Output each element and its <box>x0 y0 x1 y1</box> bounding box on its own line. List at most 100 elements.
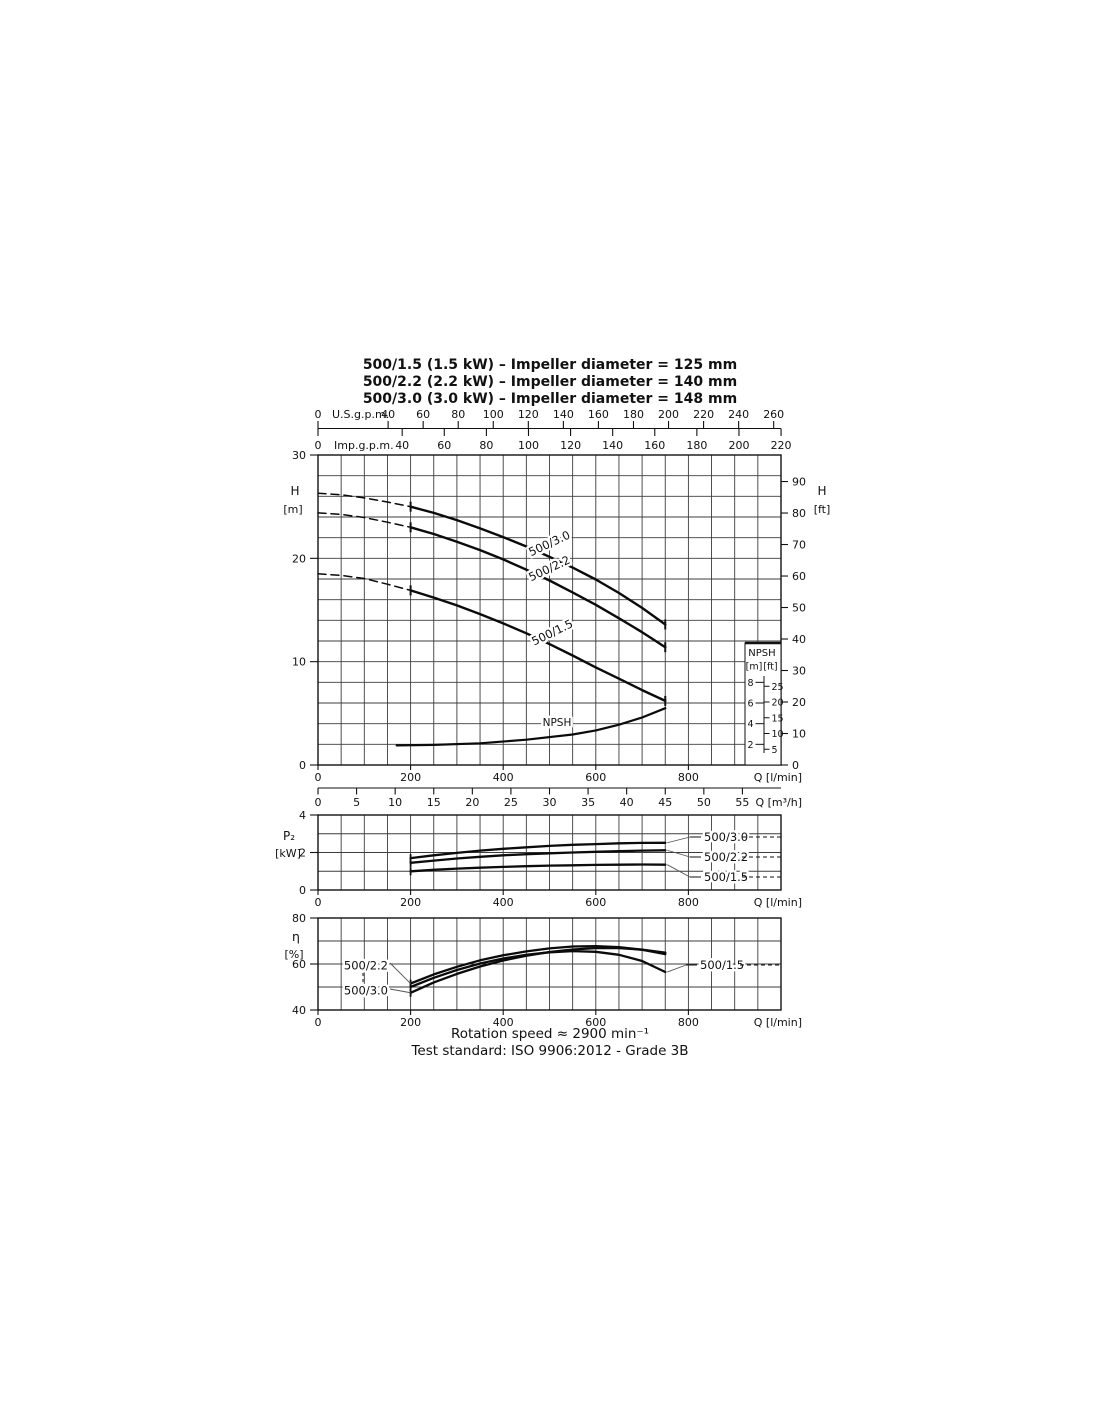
tick-label: 600 <box>585 896 606 909</box>
y-axis-unit: [ft] <box>814 503 831 516</box>
us-gpm-axis-label: U.S.g.p.m. <box>332 408 389 421</box>
power-chart: 0 2 4 P₂ [kW] 500/3.0 500/2.2 500/1.5 <box>275 809 782 897</box>
npsh-unit-m: [m] <box>746 662 763 673</box>
curve-500-2.2-power <box>409 849 667 864</box>
head-x-axis-lmin: 0 200 400 600 800 Q [l/min] <box>315 765 802 784</box>
y-axis-unit: [m] <box>283 503 302 516</box>
tick-label: 200 <box>400 771 421 784</box>
curve-500-1.5-power <box>409 863 667 873</box>
power-y-ticks: 0 2 4 <box>299 809 318 897</box>
tick-label: 800 <box>678 896 699 909</box>
tick-label: 40 <box>292 1004 306 1017</box>
tick-label: 20 <box>292 552 306 565</box>
plot-border <box>317 454 782 766</box>
tick-label: 200 <box>658 408 679 421</box>
tick-label: 25 <box>504 796 518 809</box>
efficiency-y-ticks: 40 60 80 <box>292 912 318 1017</box>
tick-label: 20 <box>465 796 479 809</box>
tick-label: 60 <box>292 958 306 971</box>
tick-label: 30 <box>792 664 806 677</box>
tick-label: 0 <box>792 759 799 772</box>
tick-label: 800 <box>678 771 699 784</box>
series-label-500-1.5: 500/1.5 <box>704 870 748 884</box>
tick-label: 60 <box>437 439 451 452</box>
m3h-axis: 0 5 10 15 20 25 30 35 40 45 50 55 Q [m³/h] <box>315 787 802 809</box>
tick-label: 260 <box>763 408 784 421</box>
top-flow-axes: 0 40 60 80 100 120 140 160 180 200 220 240 260 U.S.g.… <box>315 408 792 452</box>
efficiency-x-axis-lmin: 0 200 400 600 800 Q [l/min] <box>315 1010 802 1029</box>
tick-label: 50 <box>792 601 806 614</box>
series-label-500-1.5: 500/1.5 <box>529 616 575 648</box>
tick-label: 35 <box>581 796 595 809</box>
head-ft-axis: 0 10 20 30 40 50 60 70 80 90 H [ft] <box>781 475 831 772</box>
tick-label: 40 <box>620 796 634 809</box>
tick-label: 240 <box>728 408 749 421</box>
tick-label: 30 <box>543 796 557 809</box>
y-axis-title: η <box>292 929 300 944</box>
tick-label: 45 <box>658 796 672 809</box>
tick-label: 160 <box>588 408 609 421</box>
rotation-speed-note: Rotation speed ≈ 2900 min⁻¹ <box>450 1026 650 1042</box>
tick-label: 10 <box>388 796 402 809</box>
npsh-curve-label: NPSH <box>543 717 572 729</box>
tick-label: 180 <box>686 439 707 452</box>
x-axis-unit: Q [l/min] <box>754 771 802 784</box>
title-line: 500/1.5 (1.5 kW) – Impeller diameter = 1… <box>362 357 738 373</box>
tick-label: 0 <box>299 884 306 897</box>
tick-label: 80 <box>792 507 806 520</box>
x-axis-unit: Q [l/min] <box>754 896 802 909</box>
test-standard-note: Test standard: ISO 9906:2012 - Grade 3B <box>411 1042 689 1059</box>
curve-500-3.0-head <box>409 505 667 626</box>
npsh-inset: NPSH [m] [ft] 2 4 6 8 5 10 15 20 25 <box>744 641 784 766</box>
curve-500-1.5-efficiency <box>409 949 667 989</box>
tick-label: 0 <box>315 439 322 452</box>
tick-label: 4 <box>299 809 306 822</box>
tick-label: 40 <box>381 408 395 421</box>
tick-label: 15 <box>427 796 441 809</box>
series-label-500-2.2: 500/2.2 <box>704 850 748 864</box>
tick-label: 40 <box>395 439 409 452</box>
tick-label: 140 <box>602 439 623 452</box>
tick-label: 80 <box>292 912 306 925</box>
tick-label: 0 <box>315 1016 322 1029</box>
y-axis-title: H <box>290 484 299 498</box>
tick-label: 15 <box>772 713 784 724</box>
tick-label: 50 <box>697 796 711 809</box>
tick-label: 2 <box>299 847 306 860</box>
tick-label: 600 <box>585 771 606 784</box>
tick-label: 10 <box>292 656 306 669</box>
efficiency-chart: 40 60 80 η [%] 500/2.2 500/3.0 500/1.5 <box>284 912 782 1017</box>
tick-label: 20 <box>792 696 806 709</box>
tick-label: 0 <box>315 408 322 421</box>
tick-label: 800 <box>678 1016 699 1029</box>
footer-block: Rotation speed ≈ 2900 min⁻¹ Test standar… <box>0 1026 1100 1059</box>
curve-500-2.2-head-dashed <box>317 512 412 529</box>
tick-label: 70 <box>792 538 806 551</box>
tick-label: 400 <box>493 896 514 909</box>
tick-label: 2 <box>747 740 753 751</box>
efficiency-grid <box>317 917 782 1011</box>
tick-label: 10 <box>792 727 806 740</box>
curve-500-1.5-head-dashed <box>317 573 412 592</box>
tick-label: 200 <box>400 896 421 909</box>
series-label-500-1.5: 500/1.5 <box>700 958 744 972</box>
tick-label: 200 <box>728 439 749 452</box>
npsh-curve <box>395 707 667 747</box>
tick-label: 400 <box>493 1016 514 1029</box>
power-x-axis-lmin: 0 200 400 600 800 Q [l/min] <box>315 890 802 909</box>
x-axis-unit: Q [m³/h] <box>755 796 802 809</box>
tick-label: 180 <box>623 408 644 421</box>
tick-label: 100 <box>518 439 539 452</box>
tick-label: 30 <box>292 449 306 462</box>
tick-label: 120 <box>518 408 539 421</box>
tick-label: 200 <box>400 1016 421 1029</box>
curve-500-3.0-power <box>409 841 667 860</box>
tick-label: 4 <box>747 719 753 730</box>
tick-label: 20 <box>772 698 784 709</box>
curve-500-1.5-head <box>409 589 667 703</box>
tick-label: 80 <box>479 439 493 452</box>
tick-label: 5 <box>772 745 778 756</box>
